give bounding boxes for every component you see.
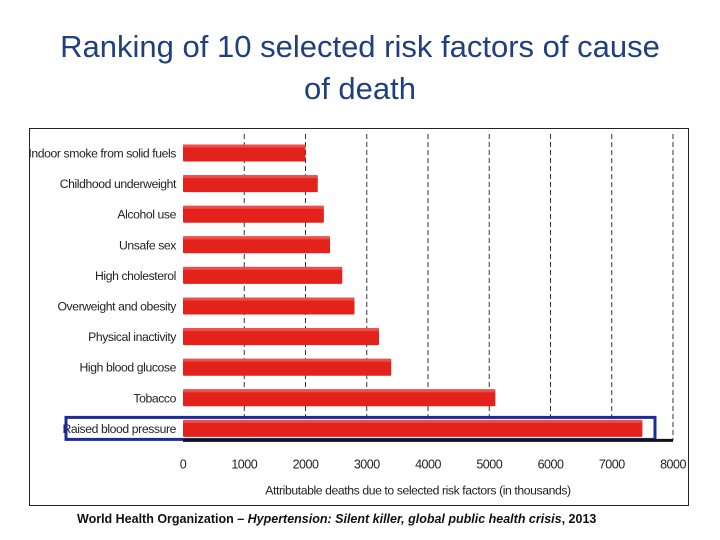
x-tick-label: 4000 [415,457,441,471]
bar-shine-8 [183,389,496,393]
bar-chart: Indoor smoke from solid fuels Childhood u… [30,134,687,497]
x-tick-label: 1000 [231,457,257,471]
category-label: High cholesterol [95,269,176,283]
category-label: Childhood underweight [60,177,177,191]
bar-0 [183,144,306,162]
bar-9 [183,419,643,437]
bar-7 [183,358,392,376]
source-work: Hypertension: Silent killer, global publ… [247,512,562,526]
chart-frame: Indoor smoke from solid fuels Childhood u… [29,128,689,506]
bar-shine-1 [183,175,318,179]
source-citation: World Health Organization – Hypertension… [77,512,677,526]
source-org: World Health Organization – [77,512,248,526]
category-label: Indoor smoke from solid fuels [30,147,176,161]
bar-shine-5 [183,297,355,301]
bar-1 [183,175,318,193]
x-tick-label: 8000 [660,457,686,471]
x-tick-label: 3000 [354,457,380,471]
bar-shine-0 [183,144,306,148]
bar-shine-9 [183,419,643,423]
bar-4 [183,266,343,284]
bar-8 [183,389,496,407]
category-label: Alcohol use [117,208,176,222]
x-tick-label: 5000 [476,457,502,471]
bar-shine-7 [183,358,392,362]
bar-6 [183,328,379,346]
slide-title-line-1: Ranking of 10 selected risk factors of c… [60,29,660,64]
x-tick-label: 0 [180,457,187,471]
category-label: Raised blood pressure [62,422,176,436]
bar-2 [183,205,324,223]
category-label: Tobacco [133,391,176,405]
x-tick-label: 6000 [538,457,564,471]
slide-title-line-2: of death [303,71,417,106]
category-label: High blood glucose [80,361,177,375]
bar-shine-6 [183,328,379,332]
bar-shine-3 [183,236,330,240]
source-year: , 2013 [561,512,597,526]
x-tick-label: 7000 [599,457,625,471]
slide-title: Ranking of 10 selected risk factors of c… [40,26,680,110]
bar-shine-2 [183,205,324,209]
bar-5 [183,297,355,315]
category-label: Physical inactivity [88,330,177,344]
x-tick-label: 2000 [293,457,319,471]
bar-shine-4 [183,266,343,270]
category-label: Unsafe sex [119,238,176,252]
bar-3 [183,236,330,254]
category-label: Overweight and obesity [57,300,177,314]
x-axis-title: Attributable deaths due to selected risk… [265,483,571,497]
